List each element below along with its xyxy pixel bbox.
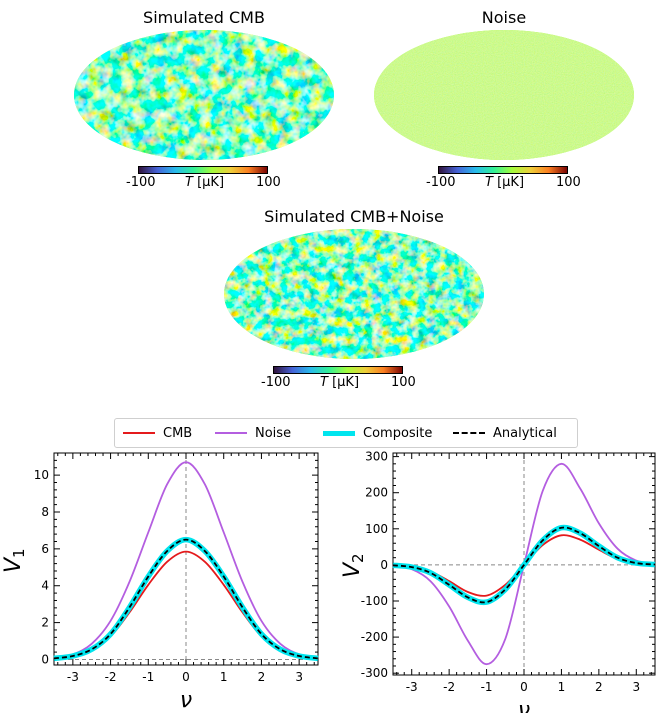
y-tick-label: 100 [365, 522, 388, 536]
legend-swatch [453, 432, 485, 434]
x-tick-label: -2 [105, 670, 117, 684]
colorbar-max: 100 [256, 175, 281, 190]
sky-maps [74, 30, 634, 359]
y-tick-label: 2 [41, 616, 49, 630]
y-tick-label: 4 [41, 579, 49, 593]
y-tick-label: 6 [41, 542, 49, 556]
chart-legend: CMB Noise Composite Analytical [114, 418, 578, 448]
x-tick-label: 0 [182, 670, 190, 684]
y-axis-label: V1 [1, 548, 28, 573]
colorbar-unit: [μK] [332, 375, 360, 390]
colorbar-unit: [μK] [197, 175, 225, 190]
legend-swatch [123, 432, 155, 434]
chart-v2: -3 -2 -1 0 1 2 3 -300 -200 -100 0 100 200 300 ν V2 [340, 450, 656, 713]
legend-label: Composite [363, 425, 433, 441]
legend-item-noise: Noise [215, 424, 291, 442]
x-axis-label: ν [518, 698, 530, 713]
colorbar-gradient [273, 366, 403, 374]
colorbar-cmb-noise: -100 T [μK] 100 [261, 366, 417, 392]
chart-v1: -3 -2 -1 0 1 2 3 0 2 4 6 8 10 ν V1 [1, 452, 319, 713]
series-line-analytical [53, 538, 319, 660]
colorbar-max: 100 [391, 375, 416, 390]
colorbar-max: 100 [556, 175, 581, 190]
y-tick-label: 8 [41, 505, 49, 519]
x-tick-label: -2 [443, 680, 455, 694]
map-title-cmb: Simulated CMB [143, 8, 265, 27]
x-tick-label: 3 [295, 670, 303, 684]
x-tick-label: 3 [632, 680, 640, 694]
map-cmb-noise [224, 229, 484, 359]
legend-label: Analytical [493, 425, 557, 441]
x-tick-label: 2 [595, 680, 603, 694]
y-tick-label: -300 [361, 666, 388, 680]
x-tick-label: -1 [481, 680, 493, 694]
legend-swatch [323, 430, 355, 436]
y-tick-label: 0 [380, 558, 388, 572]
y-tick-label: 10 [34, 468, 49, 482]
x-tick-label: -1 [142, 670, 154, 684]
map-cmb [74, 30, 334, 160]
colorbar-cmb: -100 T [μK] 100 [126, 166, 282, 192]
map-field [74, 30, 334, 160]
y-tick-label: -100 [361, 594, 388, 608]
legend-label: CMB [163, 425, 193, 441]
map-title-cmb-noise: Simulated CMB+Noise [264, 207, 444, 226]
legend-item-composite: Composite [323, 424, 432, 442]
colorbar-gradient [138, 166, 268, 174]
colorbar-var: T [185, 175, 193, 190]
y-tick-label: 300 [365, 450, 388, 464]
colorbar-unit: [μK] [497, 175, 525, 190]
x-tick-label: 2 [258, 670, 266, 684]
map-title-noise: Noise [481, 8, 527, 27]
x-axis-label: ν [180, 688, 192, 713]
y-axis-label: V2 [340, 553, 367, 578]
map-noise [374, 30, 634, 160]
y-tick-label: 0 [41, 652, 49, 666]
y-tick-label: -200 [361, 630, 388, 644]
series-line-noise [53, 461, 319, 659]
legend-label: Noise [255, 425, 292, 441]
x-tick-label: 1 [558, 680, 566, 694]
series-line-analytical [392, 526, 656, 604]
colorbar-min: -100 [261, 375, 291, 390]
x-tick-label: 1 [220, 670, 228, 684]
legend-item-analytical: Analytical [453, 424, 557, 442]
legend-swatch [215, 432, 247, 434]
colorbar-label: T [μK] [320, 375, 359, 390]
legend-item-cmb: CMB [123, 424, 192, 442]
colorbar-label: T [μK] [485, 175, 524, 190]
colorbar-var: T [320, 375, 328, 390]
map-field [374, 30, 634, 160]
series-line-composite [53, 536, 319, 662]
x-tick-label: -3 [406, 680, 418, 694]
colorbar-noise: -100 T [μK] 100 [426, 166, 582, 192]
map-field [224, 229, 484, 359]
y-tick-label: 200 [365, 486, 388, 500]
x-tick-label: -3 [67, 670, 79, 684]
x-tick-label: 0 [520, 680, 528, 694]
colorbar-gradient [438, 166, 568, 174]
colorbar-min: -100 [126, 175, 156, 190]
colorbar-label: T [μK] [185, 175, 224, 190]
colorbar-var: T [485, 175, 493, 190]
colorbar-min: -100 [426, 175, 456, 190]
